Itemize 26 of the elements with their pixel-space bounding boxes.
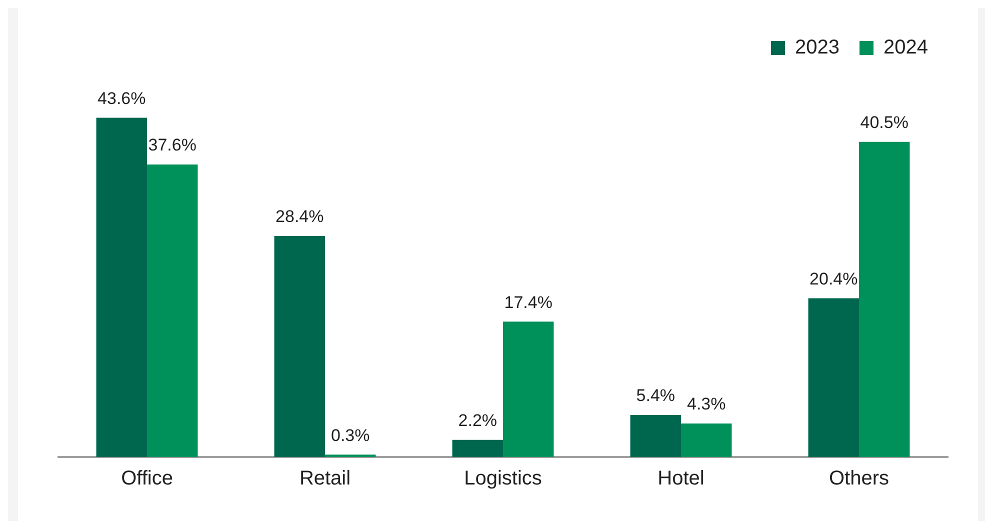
legend-label: 2023	[795, 36, 840, 59]
x-tick-label: Others	[828, 468, 890, 490]
bar	[96, 118, 147, 457]
x-tick-label: Logistics	[464, 468, 542, 490]
data-label: 43.6%	[98, 88, 146, 108]
data-label: 20.4%	[810, 269, 858, 288]
data-label: 0.3%	[330, 426, 370, 445]
bar	[630, 414, 681, 457]
data-label: 2.2%	[458, 411, 498, 430]
x-tick-label: Retail	[299, 468, 351, 490]
bar	[859, 142, 910, 457]
data-label: 28.4%	[276, 207, 324, 226]
x-tick-label: Hotel	[658, 468, 704, 490]
bar	[681, 424, 732, 457]
data-label: 4.3%	[686, 394, 726, 414]
bar	[147, 164, 198, 457]
data-label: 5.4%	[636, 386, 676, 406]
bar	[808, 298, 859, 457]
data-label: 37.6%	[148, 136, 196, 155]
bar	[503, 322, 554, 457]
legend-label: 2024	[884, 36, 928, 59]
data-label: 40.5%	[860, 113, 908, 132]
bar	[274, 236, 325, 457]
data-label: 17.4%	[504, 292, 552, 312]
bar	[452, 440, 503, 457]
x-tick-label: Office	[121, 468, 173, 490]
